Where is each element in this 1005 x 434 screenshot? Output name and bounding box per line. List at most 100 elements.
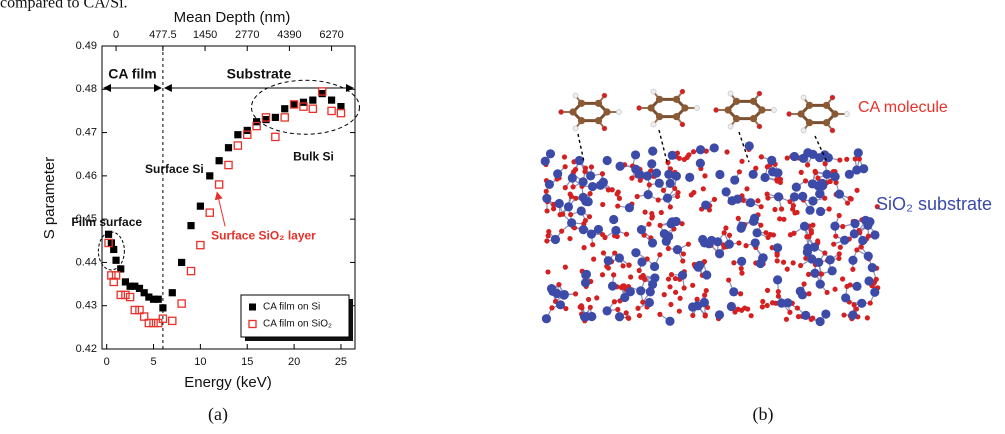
oxygen-atom <box>563 185 568 190</box>
silicon-atom <box>631 248 640 257</box>
silicon-atom <box>673 245 682 254</box>
silicon-atom <box>810 243 819 252</box>
silicon-atom <box>648 146 657 155</box>
silicon-atom <box>577 206 586 215</box>
silicon-atom <box>713 237 722 246</box>
silicon-atom <box>625 203 634 212</box>
oxygen-atom <box>726 277 731 282</box>
oxygen-atom <box>774 177 779 182</box>
oxygen-atom <box>581 245 586 250</box>
silicon-atom <box>568 173 577 182</box>
silicon-atom <box>774 192 783 201</box>
oxygen-atom <box>785 267 790 272</box>
oxygen-atom <box>621 263 626 268</box>
silicon-atom <box>767 156 776 165</box>
oxygen-atom <box>736 240 741 245</box>
oxygen-atom <box>787 111 792 116</box>
silicon-atom <box>749 217 758 226</box>
silicon-atom <box>773 275 782 284</box>
image-label: CA molecule <box>858 99 948 116</box>
silicon-atom <box>672 217 681 226</box>
oxygen-atom <box>799 170 804 175</box>
data-point <box>169 317 176 324</box>
data-point <box>155 296 162 303</box>
silicon-atom <box>564 202 573 211</box>
oxygen-atom <box>845 200 850 205</box>
data-point <box>178 300 185 307</box>
silicon-atom <box>555 199 564 208</box>
oxygen-atom <box>841 312 846 317</box>
data-point <box>187 267 194 274</box>
oxygen-atom <box>546 229 551 234</box>
oxygen-atom <box>624 310 629 315</box>
silicon-atom <box>587 230 596 239</box>
silicon-atom <box>745 141 754 150</box>
oxygen-atom <box>832 287 837 292</box>
silicon-atom <box>611 226 620 235</box>
silicon-atom <box>758 254 767 263</box>
oxygen-atom <box>775 258 780 263</box>
silicon-atom <box>792 183 801 192</box>
oxygen-atom <box>791 260 796 265</box>
data-point <box>281 105 288 112</box>
data-point <box>108 239 115 246</box>
oxygen-atom <box>662 292 667 297</box>
x2-tick-label: 2770 <box>235 29 259 41</box>
silicon-atom <box>637 225 646 234</box>
silicon-atom <box>808 150 817 159</box>
oxygen-atom <box>666 276 671 281</box>
x-tick-label: 0 <box>104 356 110 368</box>
silicon-atom <box>746 198 755 207</box>
data-point <box>234 142 241 149</box>
silicon-atom <box>644 190 653 199</box>
oxygen-atom <box>844 284 849 289</box>
oxygen-atom <box>678 296 683 301</box>
oxygen-atom <box>690 283 695 288</box>
oxygen-atom <box>659 210 664 215</box>
oxygen-atom <box>727 233 732 238</box>
hydrogen-atom <box>844 111 849 116</box>
data-point <box>112 257 119 264</box>
oxygen-atom <box>806 291 811 296</box>
oxygen-atom <box>690 313 695 318</box>
oxygen-atom <box>600 202 605 207</box>
oxygen-atom <box>668 204 673 209</box>
oxygen-atom <box>673 276 678 281</box>
carbon-atom <box>750 115 757 122</box>
data-point <box>234 131 241 138</box>
oxygen-atom <box>739 271 744 276</box>
carbon-atom <box>806 102 813 109</box>
silicon-atom <box>729 287 738 296</box>
oxygen-atom <box>854 247 859 252</box>
oxygen-atom <box>635 306 640 311</box>
x-tick-label: 15 <box>241 356 253 368</box>
silicon-atom <box>567 218 576 227</box>
silicon-atom <box>850 219 859 228</box>
oxygen-atom <box>562 154 567 159</box>
oxygen-atom <box>615 307 620 312</box>
oxygen-atom <box>702 293 707 298</box>
oxygen-atom <box>551 206 556 211</box>
legend-label: CA film on Si <box>263 302 320 313</box>
silicon-atom <box>777 299 786 308</box>
oxygen-atom <box>637 313 642 318</box>
data-point <box>319 90 326 97</box>
oxygen-atom <box>822 250 827 255</box>
data-point <box>244 127 251 134</box>
oxygen-atom <box>712 197 717 202</box>
carbon-atom <box>673 113 680 120</box>
silicon-atom <box>730 175 739 184</box>
oxygen-atom <box>629 176 634 181</box>
silicon-atom <box>841 293 850 302</box>
oxygen-atom <box>557 212 562 217</box>
carbon-atom <box>831 110 838 117</box>
silicon-atom <box>586 171 595 180</box>
silicon-atom <box>818 181 827 190</box>
silicon-atom <box>816 280 825 289</box>
silicon-atom <box>715 170 724 179</box>
silicon-atom <box>551 235 560 244</box>
silicon-atom <box>645 298 654 307</box>
silicon-atom <box>579 225 588 234</box>
silicon-atom <box>715 310 724 319</box>
oxygen-atom <box>601 250 606 255</box>
